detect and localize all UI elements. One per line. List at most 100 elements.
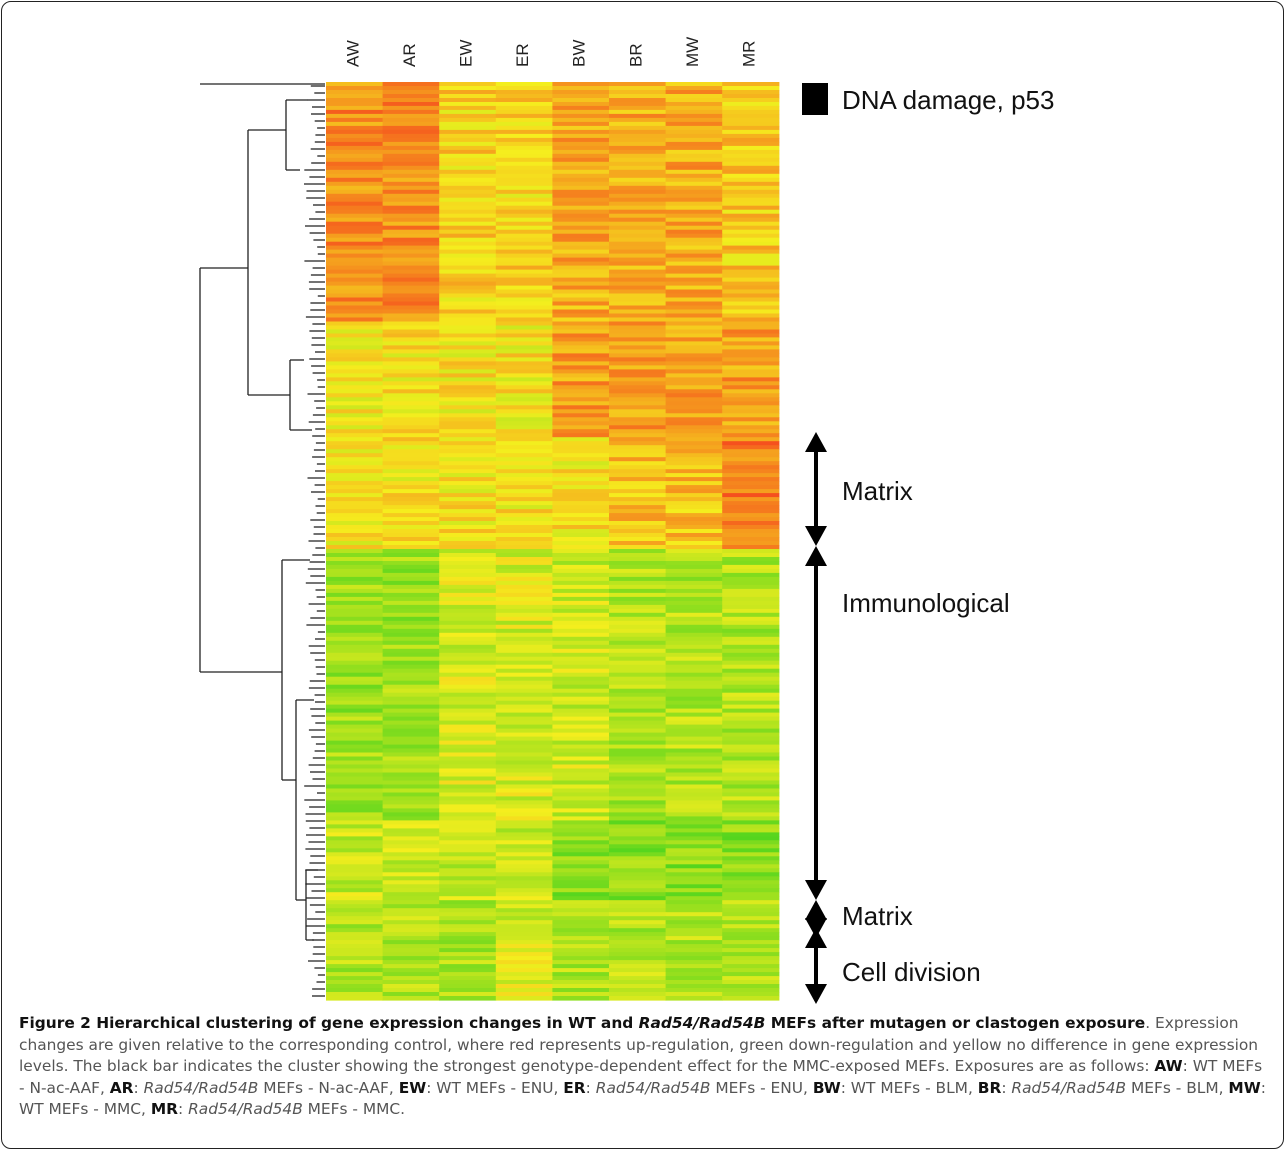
- heatmap-cell: [326, 780, 384, 786]
- heatmap-cell: [665, 353, 723, 358]
- heatmap-cell: [382, 748, 440, 754]
- heatmap-cell: [665, 812, 723, 817]
- heatmap-cell: [665, 473, 723, 478]
- heatmap-cell: [609, 808, 667, 813]
- heatmap-cell: [665, 201, 723, 207]
- heatmap-cell: [722, 301, 780, 307]
- heatmap-cell: [665, 293, 723, 299]
- heatmap-cell: [439, 525, 497, 530]
- heatmap-cell: [552, 620, 610, 626]
- heatmap-cell: [326, 960, 384, 965]
- heatmap-cell: [552, 972, 610, 977]
- heatmap-cell: [439, 920, 497, 925]
- heatmap-cell: [552, 537, 610, 542]
- heatmap-cell: [722, 237, 780, 243]
- heatmap-cell: [552, 86, 610, 91]
- heatmap-cell: [722, 373, 780, 378]
- heatmap-cell: [722, 249, 780, 255]
- heatmap-cell: [382, 976, 440, 981]
- heatmap-cell: [495, 285, 553, 291]
- heatmap-cell: [495, 469, 553, 474]
- heatmap-cell: [552, 608, 610, 614]
- heatmap-cell: [609, 568, 667, 574]
- heatmap-cell: [609, 469, 667, 474]
- heatmap-cell: [609, 201, 667, 207]
- heatmap-cell: [382, 125, 440, 131]
- heatmap-cell: [495, 736, 553, 742]
- heatmap-cell: [609, 964, 667, 969]
- heatmap-cell: [439, 94, 497, 99]
- heatmap-cell: [439, 872, 497, 877]
- heatmap-cell: [609, 349, 667, 354]
- heatmap-cell: [382, 225, 440, 231]
- heatmap-cell: [722, 860, 780, 865]
- column-label-er: ER: [513, 43, 532, 67]
- heatmap-cell: [326, 537, 384, 542]
- heatmap-cell: [552, 668, 610, 674]
- heatmap-cell: [609, 449, 667, 454]
- heatmap-cell: [382, 561, 440, 566]
- heatmap-cell: [609, 517, 667, 522]
- heatmap-cell: [552, 353, 610, 358]
- heatmap-cell: [382, 121, 440, 127]
- heatmap-cell: [722, 932, 780, 937]
- heatmap-cell: [722, 684, 780, 690]
- heatmap-cell: [326, 533, 384, 538]
- heatmap-cell: [722, 796, 780, 801]
- heatmap-cell: [722, 529, 780, 534]
- heatmap-cell: [722, 692, 780, 698]
- heatmap-cell: [326, 321, 384, 327]
- heatmap-cell: [439, 656, 497, 662]
- heatmap-cell: [609, 600, 667, 606]
- heatmap-cell: [609, 924, 667, 929]
- heatmap-cell: [495, 976, 553, 981]
- heatmap-cell: [722, 948, 780, 953]
- heatmap-cell: [439, 608, 497, 614]
- heatmap-cell: [382, 872, 440, 877]
- heatmap-cell: [665, 588, 723, 594]
- heatmap-cell: [552, 760, 610, 766]
- cluster-label-cell-division: Cell division: [842, 957, 981, 987]
- heatmap-cell: [722, 688, 780, 694]
- heatmap-cell: [326, 121, 384, 127]
- heatmap-cell: [665, 956, 723, 961]
- heatmap-cell: [382, 505, 440, 510]
- heatmap-cell: [326, 732, 384, 738]
- heatmap-cell: [382, 449, 440, 454]
- heatmap-cell: [665, 736, 723, 742]
- heatmap-cell: [382, 876, 440, 881]
- heatmap-cell: [439, 652, 497, 658]
- heatmap-cell: [722, 82, 780, 87]
- heatmap-cell: [439, 173, 497, 179]
- heatmap-cell: [609, 736, 667, 742]
- heatmap-cell: [552, 469, 610, 474]
- heatmap-cell: [382, 772, 440, 778]
- heatmap-cell: [552, 389, 610, 394]
- heatmap-cell: [326, 880, 384, 885]
- heatmap-cell: [326, 297, 384, 303]
- heatmap-cell: [495, 229, 553, 235]
- heatmap-cell: [722, 756, 780, 762]
- heatmap-cell: [495, 253, 553, 259]
- heatmap-cell: [326, 864, 384, 869]
- heatmap-cell: [722, 900, 780, 905]
- heatmap-cell: [665, 361, 723, 366]
- heatmap-cell: [552, 624, 610, 630]
- heatmap-cell: [609, 173, 667, 179]
- heatmap-cell: [495, 696, 553, 702]
- heatmap-cell: [722, 86, 780, 91]
- heatmap-cell: [326, 592, 384, 598]
- heatmap-cell: [552, 640, 610, 646]
- heatmap-cell: [609, 720, 667, 726]
- heatmap-cell: [609, 389, 667, 394]
- heatmap-cell: [609, 984, 667, 989]
- heatmap-cell: [439, 568, 497, 574]
- heatmap-cell: [609, 792, 667, 798]
- heatmap-cell: [552, 301, 610, 307]
- heatmap-cell: [609, 820, 667, 825]
- heatmap-cell: [439, 576, 497, 582]
- heatmap-cell: [609, 660, 667, 666]
- heatmap-cell: [609, 684, 667, 690]
- heatmap-cell: [495, 157, 553, 163]
- heatmap-cell: [326, 772, 384, 778]
